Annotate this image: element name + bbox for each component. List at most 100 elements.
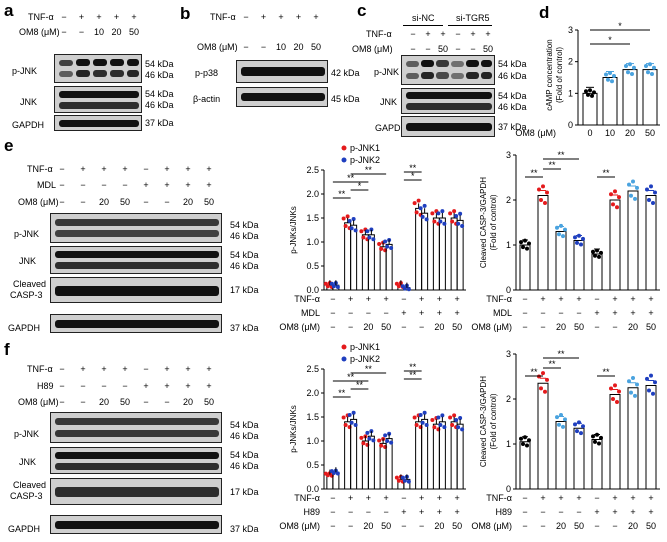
cond-om8: −	[143, 397, 149, 407]
chart-e1-bar	[450, 217, 458, 291]
blot-f-pjnk	[50, 412, 222, 443]
cond-h89: +	[206, 381, 212, 391]
chart-e2-sig-label: **	[530, 168, 538, 178]
chart-e2-point	[613, 189, 617, 194]
chart-f1-point	[450, 423, 455, 428]
cond-tnf: +	[313, 12, 319, 22]
chart-e1-cond-value: −	[330, 308, 335, 318]
kda-label: 54 kDa	[145, 89, 174, 99]
cond-om8: 20	[111, 27, 122, 37]
chart-f2-cond-value: −	[594, 521, 599, 531]
chart-e2-sig-label: **	[602, 168, 610, 178]
chart-e1-point	[456, 221, 461, 226]
kda-label: 17 kDa	[230, 487, 259, 497]
chart-e2-cond-value: 50	[646, 322, 656, 332]
cond-tnf: −	[59, 164, 65, 174]
chart-f1-cond-value: 20	[363, 521, 373, 531]
chart-f1-sig-label: **	[365, 364, 373, 374]
chart-d-xtick-label: 50	[645, 128, 655, 138]
chart-f1-bar	[415, 421, 423, 490]
cond-om8: 20	[293, 42, 304, 52]
chart-d-bar	[582, 92, 598, 126]
kda-label: 46 kDa	[498, 102, 527, 112]
chart-e2-cond-label: TNF-α	[486, 294, 512, 304]
chart-f2-point	[541, 371, 545, 376]
chart-f1-cond-value: −	[366, 507, 371, 517]
chart-e1-bar	[438, 217, 446, 291]
chart-e1-cond-value: +	[437, 308, 442, 318]
chart-e2-cond-value: −	[540, 322, 545, 332]
chart-f2-cond-value: 50	[574, 521, 584, 531]
chart-f2-point	[543, 389, 547, 394]
chart-d-xtick-label: 20	[625, 128, 635, 138]
cond-tnf: −	[143, 364, 149, 374]
chart-d-point	[628, 62, 632, 67]
chart-f1-ytick-label: 1.0	[306, 436, 319, 446]
chart-e1-cond-value: −	[401, 294, 406, 304]
chart-e1-point	[359, 229, 364, 234]
chart-e2-cond-value: −	[522, 322, 527, 332]
chart-f2-ytick-label: 3	[506, 349, 511, 359]
chart-e2-point	[575, 240, 579, 245]
tnf-label: TNF-α	[27, 164, 53, 174]
cond-tnf: +	[164, 364, 170, 374]
chart-f1-bar	[344, 421, 352, 490]
chart-e1-cond-value: −	[330, 294, 335, 304]
group-label: si-NC	[412, 13, 435, 23]
chart-d-point	[624, 64, 628, 69]
chart-f1-point	[440, 413, 445, 418]
chart-f2-point	[521, 442, 525, 447]
chart-e1-point	[351, 216, 356, 221]
chart-e2-ytick-label: 0	[506, 285, 511, 295]
chart-e2-point	[541, 184, 545, 189]
cond-tnf: +	[260, 12, 267, 22]
chart-f1-point	[371, 438, 376, 443]
chart-f1-cond-value: −	[419, 521, 424, 531]
chart-f1-point	[406, 479, 411, 484]
chart-e1-cond-value: +	[348, 294, 353, 304]
chart-f1-point	[335, 471, 340, 476]
chart-f1-cond-value: +	[401, 507, 406, 517]
cond-om8: −	[143, 197, 149, 207]
cond-tnf: +	[101, 364, 107, 374]
cond-om8: 50	[203, 197, 214, 207]
chart-f1-point	[394, 475, 399, 480]
chart-f1-point	[400, 475, 405, 480]
chart-e2-ylabel: Cleaved CASP-3/GAPDH	[479, 177, 488, 268]
cond-tnf: +	[164, 164, 170, 174]
panel-label-f: f	[4, 340, 10, 359]
chart-e1-point	[361, 235, 366, 240]
blot-b-pp38	[236, 60, 328, 83]
chart-e1-point	[335, 285, 340, 290]
chart-e1-cond-value: −	[330, 322, 335, 332]
chart-d-point	[590, 93, 594, 98]
cond-tnf: +	[278, 12, 284, 22]
chart-e2-sig-label: **	[548, 160, 556, 170]
row-label: p-JNK	[14, 429, 40, 439]
chart-e1-ytick-label: 2.0	[306, 189, 319, 199]
chart-f2-cond-value: +	[648, 507, 653, 517]
chart-f2-ytick-label: 1	[506, 439, 511, 449]
chart-e2-cond-value: −	[594, 294, 599, 304]
chart-e1-legend-label: p-JNK1	[350, 143, 380, 153]
chart-e2-point	[525, 246, 529, 251]
chart-f2-bar	[609, 394, 621, 490]
chart-e1-cond-value: −	[383, 308, 388, 318]
chart-e1-cond-value: 50	[452, 322, 462, 332]
panel-label-d: d	[539, 3, 550, 22]
chart-f1-point	[365, 430, 370, 435]
om8-label: OM8 (μM)	[352, 44, 393, 54]
chart-e2-point	[649, 184, 653, 189]
chart-f1-point	[367, 436, 372, 441]
chart-e1-point	[438, 219, 443, 224]
chart-d-point	[606, 77, 610, 82]
blot-a-jnk	[54, 86, 142, 113]
chart-f1-cond-value: 20	[434, 521, 444, 531]
chart-f1-legend-marker	[341, 356, 347, 362]
chart-e1-sig-label: **	[409, 163, 417, 173]
kda-label: 46 kDa	[145, 70, 174, 80]
chart-f2-point	[645, 376, 649, 381]
chart-e2-point	[581, 236, 585, 241]
chart-f2-bar	[627, 387, 639, 490]
cond-om8: −	[80, 397, 86, 407]
